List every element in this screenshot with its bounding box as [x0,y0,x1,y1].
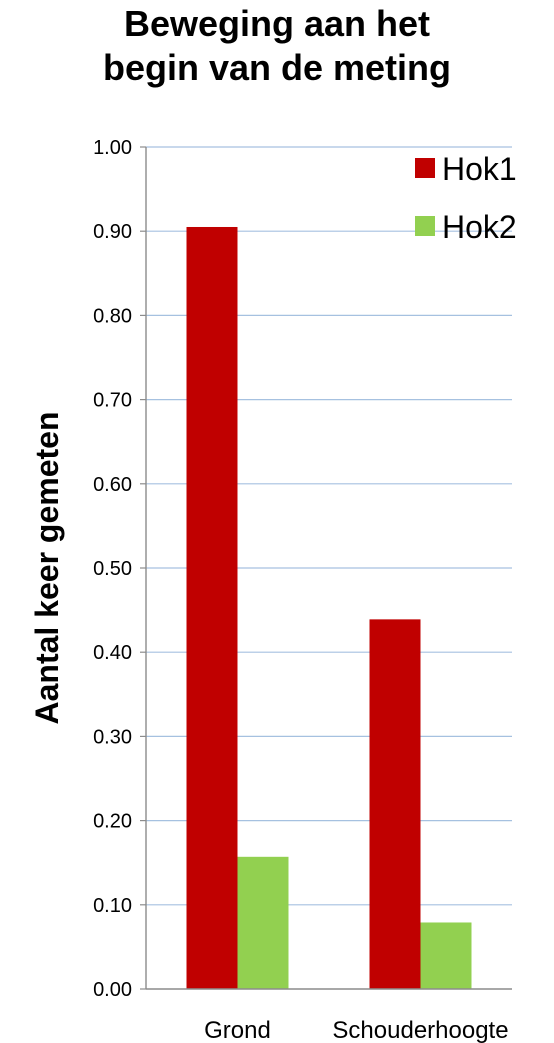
bar-hok2-grond [237,856,289,989]
chart-title: Beweging aan het begin van de meting [0,2,554,90]
axes: 0.00 0.10 0.20 0.30 0.40 0.50 0.60 0.70 0.80 0.90… [93,137,512,1043]
y-tick-label: 1.00 [93,137,132,159]
y-axis-label: Aantal keer gemeten [29,411,65,724]
x-category-label: Grond [204,1017,271,1043]
y-tick-label: 0.60 [93,474,132,496]
y-tick-label: 0.40 [93,642,132,664]
legend-swatch-hok1 [415,158,435,178]
y-tick-label: 0.50 [93,558,132,580]
bar-hok1-grond [186,226,238,990]
legend-label-hok1: Hok1 [442,151,517,187]
bars [186,226,472,990]
bar-hok1-schouderhoogte [369,619,421,989]
legend-label-hok2: Hok2 [442,209,517,245]
x-category-label: Schouderhoogte [332,1017,508,1043]
chart-title-line-1: Beweging aan het [123,3,431,44]
y-tick-label: 0.10 [93,895,132,917]
y-tick-label: 0.20 [93,811,132,833]
y-tick-label: 0.30 [93,726,132,748]
y-tick-label: 0.90 [93,221,132,243]
y-tick-label: 0.80 [93,305,132,327]
y-tick-label: 0.00 [93,979,132,1001]
bar-hok2-schouderhoogte [420,922,472,989]
legend: Hok1 Hok2 [415,151,517,245]
chart-title-line-2: begin van de meting [102,47,452,88]
y-tick-label: 0.70 [93,390,132,412]
legend-swatch-hok2 [415,216,435,236]
